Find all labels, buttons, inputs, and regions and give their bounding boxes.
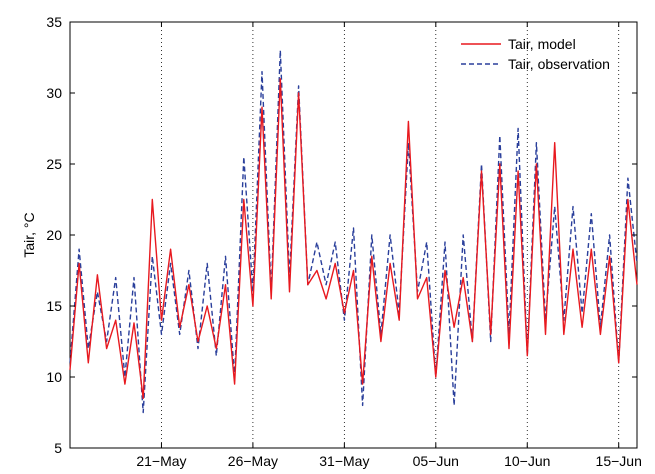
legend-label-observation: Tair, observation xyxy=(508,56,610,72)
x-tick-label: 26−May xyxy=(228,453,278,469)
x-tick-label: 15−Jun xyxy=(596,453,642,469)
series-line-observation xyxy=(69,49,638,414)
y-tick-label: 35 xyxy=(46,14,62,30)
axis-ticks: 5 10 15 20 25 30 35 21−May 26−May 31−May 05−Jun 10−… xyxy=(46,14,641,469)
y-tick-label: 20 xyxy=(46,227,62,243)
legend: Tair, model Tair, observation xyxy=(461,36,610,72)
legend-label-model: Tair, model xyxy=(508,36,576,52)
series-line-model xyxy=(69,78,638,399)
y-tick-label: 25 xyxy=(46,156,62,172)
x-tick-label: 31−May xyxy=(319,453,369,469)
series-layer xyxy=(69,49,638,414)
y-axis-label: Tair, °C xyxy=(21,212,37,257)
y-tick-label: 30 xyxy=(46,85,62,101)
x-tick-label: 10−Jun xyxy=(504,453,550,469)
x-tick-label: 05−Jun xyxy=(413,453,459,469)
x-grid xyxy=(161,22,620,448)
y-tick-label: 15 xyxy=(46,298,62,314)
x-tick-label: 21−May xyxy=(136,453,186,469)
y-tick-label: 10 xyxy=(46,369,62,385)
y-tick-label: 5 xyxy=(54,440,62,456)
